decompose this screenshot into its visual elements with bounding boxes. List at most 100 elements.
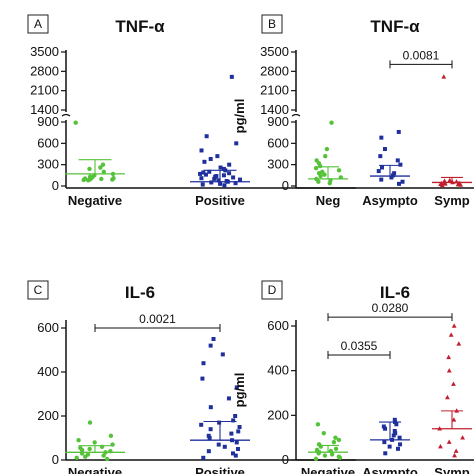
data-point bbox=[221, 173, 226, 178]
data-point bbox=[381, 424, 386, 429]
data-point bbox=[445, 394, 450, 400]
data-point bbox=[216, 178, 221, 183]
series-negative bbox=[65, 420, 125, 462]
data-point bbox=[87, 174, 93, 179]
data-point bbox=[442, 178, 447, 183]
data-point bbox=[230, 451, 235, 456]
data-point bbox=[201, 455, 206, 460]
data-point bbox=[233, 453, 238, 458]
y-tick-label: 600 bbox=[37, 135, 59, 150]
data-point bbox=[391, 173, 396, 178]
data-point bbox=[73, 120, 78, 125]
data-point bbox=[229, 74, 234, 79]
data-point bbox=[226, 396, 231, 401]
data-point bbox=[237, 425, 242, 429]
data-point bbox=[379, 165, 384, 170]
y-tick-label: 3500 bbox=[260, 44, 289, 59]
y-tick-label: 400 bbox=[267, 363, 289, 378]
data-point bbox=[215, 154, 220, 159]
panel-label: C bbox=[34, 283, 43, 297]
y-tick-label: 2100 bbox=[30, 83, 59, 98]
data-point bbox=[211, 337, 216, 341]
data-point bbox=[98, 165, 103, 170]
data-point bbox=[446, 368, 452, 373]
data-point bbox=[204, 134, 209, 139]
x-tick-label: Asympto bbox=[362, 193, 418, 208]
data-point bbox=[329, 452, 335, 457]
panel-label: B bbox=[268, 17, 276, 31]
data-point bbox=[201, 170, 206, 175]
data-point bbox=[383, 451, 388, 456]
data-point bbox=[396, 129, 401, 134]
y-tick-label: 300 bbox=[267, 157, 289, 172]
panel-d: D IL-6 0 200 400 600 pg/ml Negative Asympto Symp 0… bbox=[232, 280, 474, 474]
data-point bbox=[78, 445, 83, 451]
series-asympto bbox=[370, 129, 410, 186]
data-point bbox=[336, 168, 342, 173]
data-point bbox=[234, 385, 239, 390]
y-tick-label: 1400 bbox=[260, 102, 289, 117]
data-point bbox=[394, 422, 399, 427]
data-point bbox=[216, 442, 221, 447]
data-point bbox=[235, 447, 240, 451]
y-tick-label: 0 bbox=[282, 178, 289, 193]
data-point bbox=[218, 165, 223, 170]
data-point bbox=[321, 431, 326, 436]
data-point bbox=[397, 435, 402, 440]
data-point bbox=[87, 166, 92, 172]
significance-bracket: 0.0355 bbox=[327, 339, 391, 360]
data-point bbox=[393, 431, 398, 436]
x-tick-label: Negative bbox=[68, 465, 122, 474]
data-point bbox=[314, 447, 320, 453]
chart-title: TNF-α bbox=[115, 17, 165, 36]
data-point bbox=[323, 153, 328, 159]
y-tick-label: 200 bbox=[37, 408, 59, 423]
y-tick-label: 2100 bbox=[260, 83, 289, 98]
data-point bbox=[100, 162, 106, 167]
chart-title: IL-6 bbox=[380, 283, 410, 302]
data-point bbox=[320, 169, 325, 174]
data-point bbox=[92, 440, 97, 445]
data-point bbox=[233, 181, 238, 186]
data-point bbox=[392, 428, 397, 433]
p-value-label: 0.0021 bbox=[139, 312, 176, 326]
data-point bbox=[221, 166, 226, 171]
data-point bbox=[460, 435, 465, 440]
chart-title: TNF-α bbox=[370, 17, 420, 36]
data-point bbox=[382, 440, 387, 445]
data-point bbox=[202, 159, 207, 164]
data-point bbox=[396, 181, 401, 186]
data-point bbox=[207, 436, 212, 440]
y-tick-label: 300 bbox=[37, 157, 59, 172]
data-point bbox=[208, 343, 213, 348]
data-point bbox=[448, 332, 454, 337]
panel-label-box bbox=[27, 14, 49, 34]
data-point bbox=[382, 147, 387, 152]
panel-label-box bbox=[27, 280, 49, 300]
data-point bbox=[214, 174, 219, 179]
data-point bbox=[222, 444, 227, 449]
chart-title: IL-6 bbox=[125, 283, 155, 302]
data-point bbox=[206, 433, 211, 438]
axis-break-mark bbox=[291, 113, 301, 117]
panel-label: A bbox=[34, 17, 42, 31]
data-point bbox=[379, 177, 384, 182]
y-axis: 0 200 400 600 bbox=[267, 318, 297, 467]
data-point bbox=[314, 158, 319, 163]
x-tick-label: Positive bbox=[195, 465, 245, 474]
y-axis: 0 200 400 600 bbox=[37, 320, 67, 467]
series-positive bbox=[190, 74, 250, 188]
data-point bbox=[108, 433, 114, 438]
data-point bbox=[208, 427, 213, 432]
data-point bbox=[87, 446, 92, 452]
data-point bbox=[222, 183, 227, 188]
series-symp bbox=[432, 74, 472, 188]
data-point bbox=[331, 439, 337, 445]
data-point bbox=[398, 442, 403, 447]
data-point bbox=[200, 376, 205, 381]
data-point bbox=[209, 180, 214, 185]
data-point bbox=[395, 158, 400, 163]
data-point bbox=[104, 456, 110, 462]
data-point bbox=[229, 431, 234, 436]
